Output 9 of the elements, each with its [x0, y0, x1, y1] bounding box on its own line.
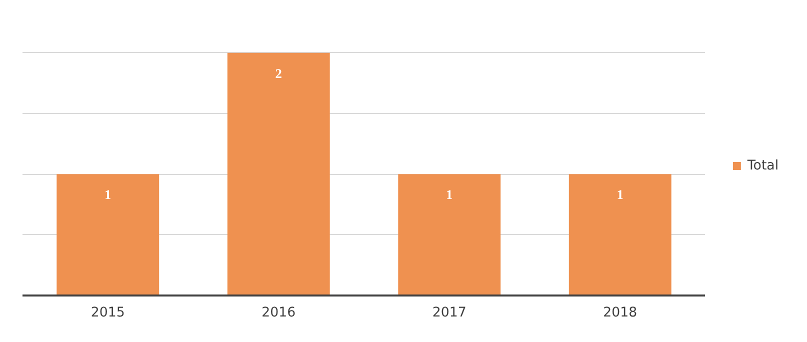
data-label: 1 [446, 187, 453, 202]
data-label: 2 [275, 66, 282, 81]
x-tick-label: 2017 [432, 306, 466, 320]
legend-label: Total [747, 158, 779, 173]
x-tick-label: 2016 [262, 306, 296, 320]
x-tick-label: 2018 [603, 306, 638, 320]
x-tick-label: 2015 [90, 306, 125, 320]
data-label: 1 [104, 187, 112, 202]
data-label: 1 [616, 187, 624, 202]
